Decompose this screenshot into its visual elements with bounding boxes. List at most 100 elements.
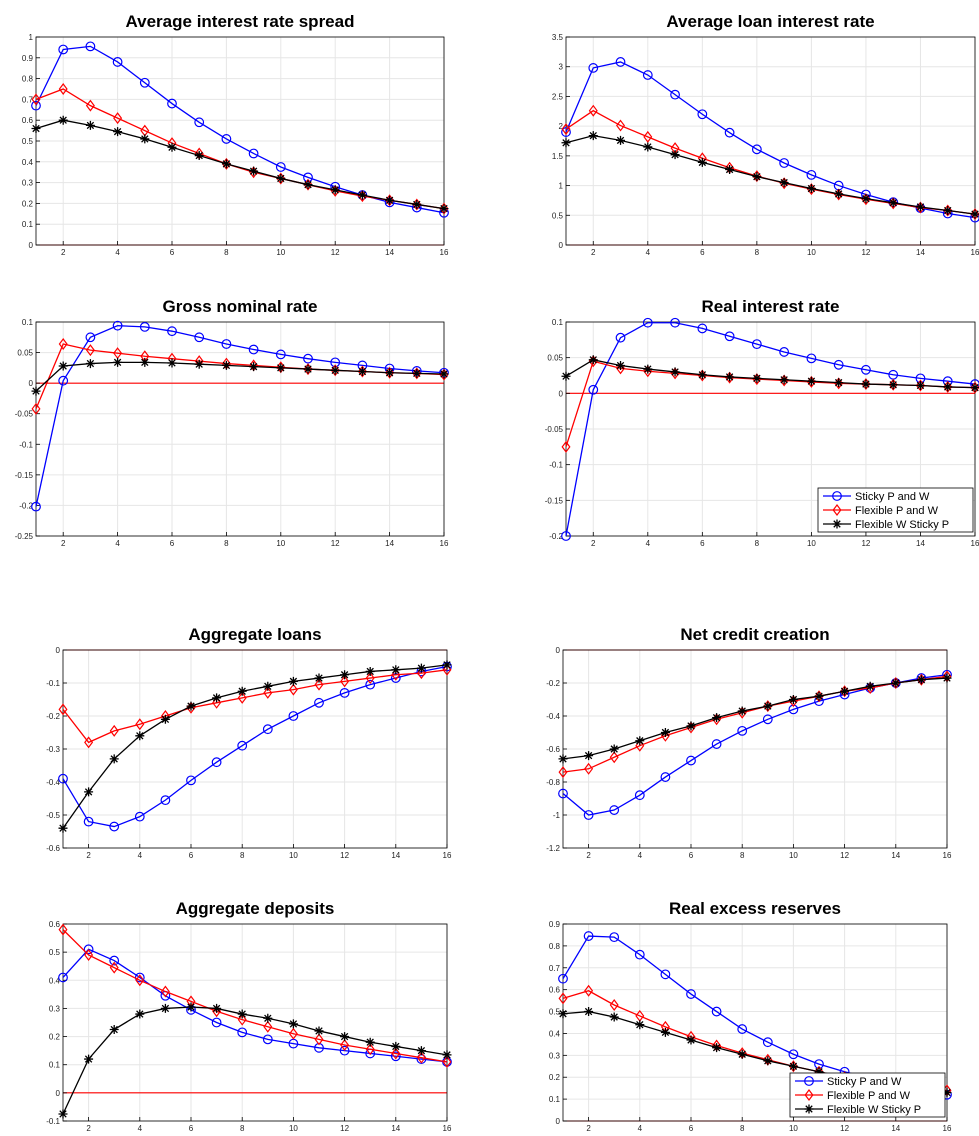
x-tick-label: 12: [840, 1124, 849, 1133]
data-point: [357, 367, 367, 377]
data-point: [340, 1039, 350, 1052]
data-point: [167, 358, 177, 368]
data-point: [237, 1027, 248, 1038]
data-point: [139, 77, 150, 88]
data-point: [943, 206, 953, 216]
data-point: [339, 1045, 350, 1056]
data-point: [439, 204, 449, 214]
data-point: [561, 531, 571, 541]
data-point: [85, 99, 95, 112]
legend-label: Sticky P and W: [855, 491, 930, 503]
data-point: [583, 810, 594, 820]
y-tick-label: 0.9: [22, 54, 34, 63]
data-point: [212, 693, 222, 703]
data-point: [779, 374, 789, 387]
plot-area: [63, 924, 447, 1121]
data-point: [160, 1003, 170, 1013]
data-point: [237, 686, 247, 696]
x-tick-label: 4: [646, 248, 651, 257]
data-point: [724, 331, 735, 342]
data-point: [686, 721, 696, 731]
legend-label: Flexible W Sticky P: [827, 1104, 921, 1116]
data-point: [31, 100, 41, 111]
x-tick-label: 4: [115, 248, 120, 257]
plot-area: [566, 37, 975, 245]
x-tick-label: 8: [755, 539, 760, 548]
y-tick-label: 1.5: [552, 152, 564, 161]
data-point: [113, 127, 123, 137]
data-point: [160, 714, 170, 724]
x-tick-label: 16: [440, 539, 449, 548]
data-point: [221, 134, 232, 144]
legend: Sticky P and W Flexible P and W Flexible W…: [789, 1072, 946, 1118]
data-point: [888, 197, 898, 210]
data-point: [561, 371, 571, 381]
data-point: [763, 701, 773, 711]
data-point: [385, 368, 395, 378]
data-point: [915, 201, 925, 214]
data-point: [943, 382, 953, 392]
y-tick-label: -0.3: [46, 745, 60, 754]
data-point: [643, 364, 653, 374]
x-tick-label: 16: [943, 851, 952, 860]
data-point: [558, 973, 568, 984]
series-line: [565, 322, 976, 537]
y-tick-label: 0.1: [22, 318, 34, 327]
axes-box: [562, 923, 948, 1122]
data-point: [660, 1027, 670, 1037]
data-point: [561, 138, 571, 148]
series-line: [565, 134, 976, 215]
data-point: [697, 157, 707, 167]
data-point: [275, 349, 286, 360]
y-tick-label: -0.2: [19, 501, 33, 510]
data-point: [412, 199, 422, 209]
x-tick-label: 2: [591, 248, 596, 257]
data-point: [140, 357, 150, 367]
y-tick-label: 0.1: [49, 1061, 61, 1070]
data-point: [737, 1049, 747, 1059]
data-point: [779, 347, 790, 357]
data-point: [558, 1009, 568, 1019]
x-tick-label: 12: [331, 539, 340, 548]
data-point: [725, 165, 735, 175]
data-point: [635, 1020, 645, 1030]
data-point: [712, 713, 722, 723]
x-tick-label: 14: [391, 1124, 400, 1133]
data-point: [314, 673, 324, 683]
data-point: [697, 369, 707, 382]
data-point: [915, 202, 925, 212]
panel-5: 2 4 6 8 10 12 14 16 -0.6 -0.5 -0.4 -0.3 -0.2 -0.1 0 Agg…: [46, 625, 452, 860]
legend-marker: [832, 504, 842, 516]
data-point: [109, 754, 119, 764]
x-tick-label: 16: [971, 248, 979, 257]
x-tick-label: 12: [331, 248, 340, 257]
data-point: [263, 1013, 273, 1023]
x-tick-label: 4: [638, 1124, 643, 1133]
data-point: [303, 364, 313, 374]
series-3: [558, 673, 952, 764]
x-tick-label: 6: [170, 248, 175, 257]
y-tick-label: -0.25: [15, 532, 34, 541]
data-point: [248, 344, 259, 355]
data-point: [561, 440, 571, 453]
data-point: [112, 320, 123, 331]
x-tick-label: 8: [740, 1124, 745, 1133]
data-point: [263, 681, 273, 691]
data-point: [113, 357, 123, 367]
data-point: [642, 317, 653, 328]
data-point: [697, 370, 707, 380]
data-point: [303, 180, 313, 190]
chart-title: Aggregate deposits: [176, 899, 335, 918]
data-point: [788, 1049, 799, 1060]
data-point: [365, 1043, 375, 1056]
data-point: [712, 1043, 722, 1053]
y-tick-label: -0.8: [546, 778, 560, 787]
data-point: [249, 362, 259, 372]
data-point: [314, 1033, 324, 1046]
y-tick-label: -0.6: [46, 844, 60, 853]
legend-marker: [804, 1076, 814, 1086]
y-tick-label: 0.05: [547, 354, 563, 363]
x-tick-label: 2: [586, 1124, 591, 1133]
plot-area: [36, 322, 444, 536]
data-point: [561, 127, 571, 137]
